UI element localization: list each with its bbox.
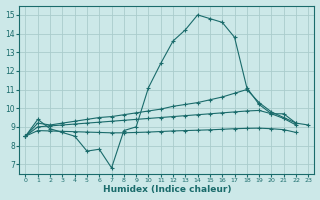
- X-axis label: Humidex (Indice chaleur): Humidex (Indice chaleur): [103, 185, 231, 194]
